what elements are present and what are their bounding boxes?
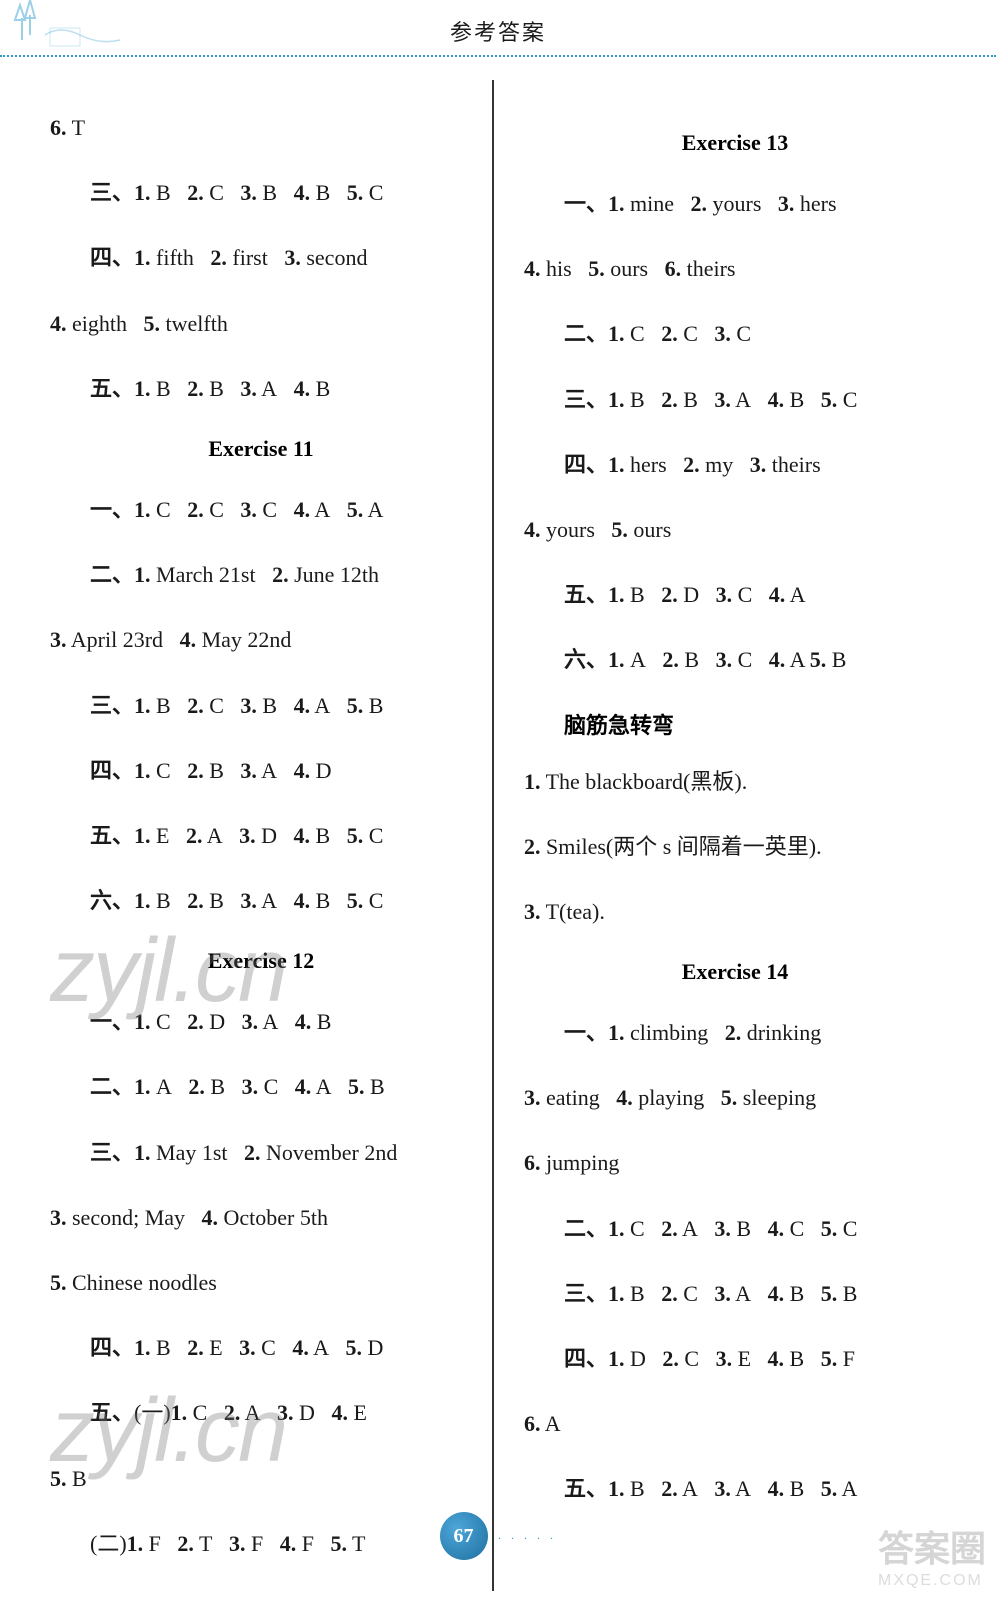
answer-line: 一、1. climbing 2. drinking [524, 1015, 946, 1050]
answer-line: 1. The blackboard(黑板). [524, 764, 946, 799]
page-number-wrap: 67 · · · · · [0, 1512, 996, 1560]
answer-line: 六、1. A 2. B 3. C 4. A 5. B [524, 642, 946, 677]
header-divider [0, 55, 996, 57]
page-title: 参考答案 [0, 0, 996, 47]
exercise-11-title: Exercise 11 [50, 436, 472, 462]
answer-line: 四、1. hers 2. my 3. theirs [524, 447, 946, 482]
answer-line: 6. jumping [524, 1145, 946, 1180]
answer-line: 6. T [50, 110, 472, 145]
answer-line: 二、1. A 2. B 3. C 4. A 5. B [50, 1069, 472, 1104]
exercise-13-title: Exercise 13 [524, 130, 946, 156]
answer-line: 3. second; May 4. October 5th [50, 1200, 472, 1235]
answer-line: 5. Chinese noodles [50, 1265, 472, 1300]
answer-line: 一、1. C 2. D 3. A 4. B [50, 1004, 472, 1039]
answer-line: 五、1. E 2. A 3. D 4. B 5. C [50, 818, 472, 853]
answer-line: 三、1. May 1st 2. November 2nd [50, 1135, 472, 1170]
answer-line: 二、1. C 2. C 3. C [524, 316, 946, 351]
answer-line: 五、1. B 2. D 3. C 4. A [524, 577, 946, 612]
answer-line: 3. April 23rd 4. May 22nd [50, 622, 472, 657]
answer-line: 5. B [50, 1461, 472, 1496]
answer-line: 4. yours 5. ours [524, 512, 946, 547]
header-decoration [0, 0, 140, 60]
page-dots-icon: · · · · · [498, 1531, 557, 1546]
answer-line: 2. Smiles(两个 s 间隔着一英里). [524, 829, 946, 864]
answer-line: 二、1. March 21st 2. June 12th [50, 557, 472, 592]
brain-teaser-body: 1. The blackboard(黑板). 2. Smiles(两个 s 间隔着… [524, 764, 946, 930]
answer-line: 四、1. fifth 2. first 3. second [50, 240, 472, 275]
answer-line: 三、1. B 2. C 3. A 4. B 5. B [524, 1276, 946, 1311]
answer-line: 4. eighth 5. twelfth [50, 306, 472, 341]
exercise-12-title: Exercise 12 [50, 948, 472, 974]
answer-line: 六、1. B 2. B 3. A 4. B 5. C [50, 883, 472, 918]
answer-line: 五、1. B 2. A 3. A 4. B 5. A [524, 1471, 946, 1506]
answer-line: 五、(一)1. C 2. A 3. D 4. E [50, 1395, 472, 1430]
pre-lines: 6. T 三、1. B 2. C 3. B 4. B 5. C 四、1. fifth… [50, 110, 472, 406]
exercise-13-body: 一、1. mine 2. yours 3. hers 4. his 5. ours… [524, 186, 946, 678]
exercise-14-body: 一、1. climbing 2. drinking 3. eating 4. pl… [524, 1015, 946, 1507]
answer-line: 一、1. mine 2. yours 3. hers [524, 186, 946, 221]
exercise-12-body: 一、1. C 2. D 3. A 4. B 二、1. A 2. B 3. C 4.… [50, 1004, 472, 1561]
answer-line: 一、1. C 2. C 3. C 4. A 5. A [50, 492, 472, 527]
answer-line: 3. eating 4. playing 5. sleeping [524, 1080, 946, 1115]
left-column: 6. T 三、1. B 2. C 3. B 4. B 5. C 四、1. fifth… [30, 80, 494, 1591]
brain-teaser-title: 脑筋急转弯 [524, 708, 946, 740]
answer-line: 3. T(tea). [524, 894, 946, 929]
answer-line: 三、1. B 2. C 3. B 4. A 5. B [50, 688, 472, 723]
content-area: 6. T 三、1. B 2. C 3. B 4. B 5. C 四、1. fifth… [0, 80, 996, 1591]
answer-line: 三、1. B 2. C 3. B 4. B 5. C [50, 175, 472, 210]
answer-line: 4. his 5. ours 6. theirs [524, 251, 946, 286]
answer-line: 四、1. C 2. B 3. A 4. D [50, 753, 472, 788]
answer-line: 五、1. B 2. B 3. A 4. B [50, 371, 472, 406]
answer-line: 二、1. C 2. A 3. B 4. C 5. C [524, 1211, 946, 1246]
exercise-14-title: Exercise 14 [524, 959, 946, 985]
page-number: 67 [440, 1512, 488, 1560]
exercise-11-body: 一、1. C 2. C 3. C 4. A 5. A 二、1. March 21s… [50, 492, 472, 918]
page-header: 参考答案 [0, 0, 996, 80]
answer-line: 三、1. B 2. B 3. A 4. B 5. C [524, 382, 946, 417]
answer-line: 四、1. D 2. C 3. E 4. B 5. F [524, 1341, 946, 1376]
answer-line: 四、1. B 2. E 3. C 4. A 5. D [50, 1330, 472, 1365]
answer-line: 6. A [524, 1406, 946, 1441]
right-column: Exercise 13 一、1. mine 2. yours 3. hers 4.… [494, 80, 966, 1591]
corner-watermark-en: MXQE.COM [878, 1572, 986, 1590]
